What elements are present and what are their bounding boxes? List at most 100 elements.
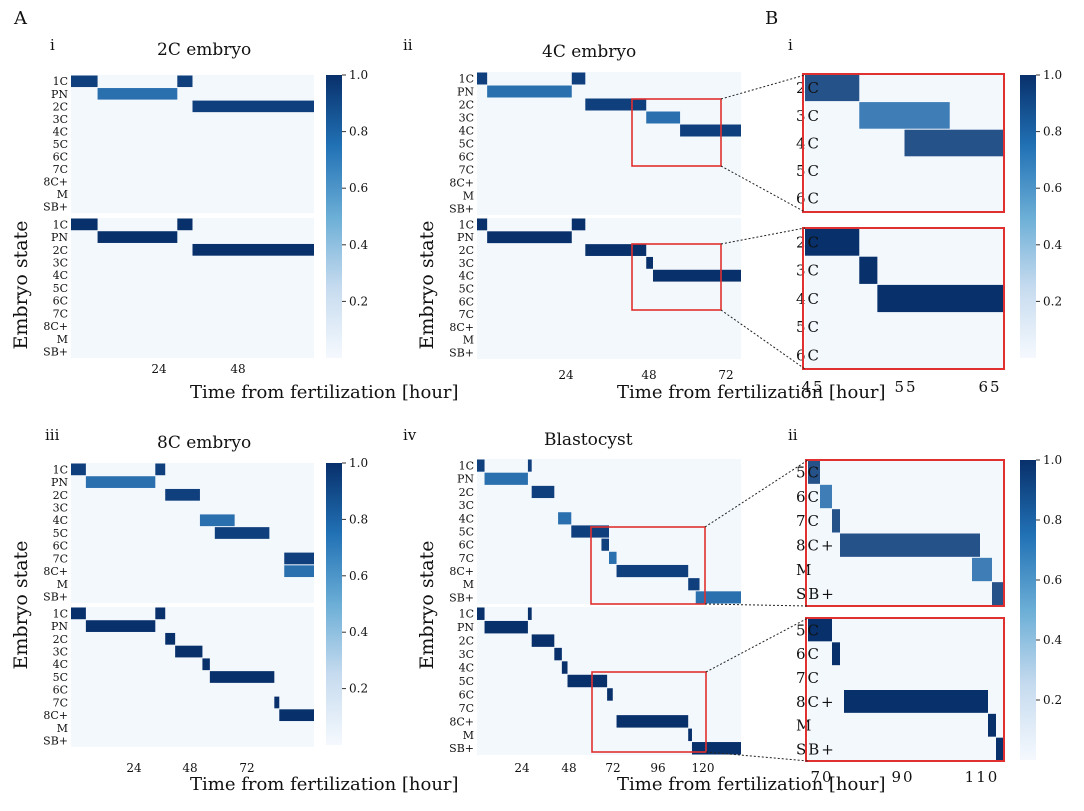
Bi-colorbar-tick-2: 0.6 (1043, 181, 1062, 195)
zoom-connector-4 (704, 459, 809, 528)
Ai-colorbar-tick-4: 1.0 (349, 68, 368, 82)
Aiv-state-label-predicted-0: 1C (459, 460, 474, 473)
Aiv-xtick-1: 48 (561, 761, 576, 775)
Ai-colorbar-tick-2: 0.6 (349, 181, 368, 195)
Aiii-colorbar (326, 463, 342, 745)
Aiii-ground_truth-cell-1C-0 (71, 607, 86, 620)
Aiv-ground_truth-cell-2C-3 (531, 634, 555, 647)
Aii-state-label-ground_truth-10: SB+ (449, 347, 474, 360)
Bi-predicted-cell-2C-0 (805, 74, 860, 102)
Aii-state-label-ground_truth-0: 1C (459, 218, 474, 231)
Aiv-state-label-predicted-4: 4C (459, 512, 474, 525)
Bi-colorbar-tick-1: 0.4 (1043, 238, 1062, 252)
Aii-predicted-cell-2C-3 (585, 98, 647, 111)
Bii-ground_truth-background (808, 618, 1004, 761)
Bii-predicted-cell-6C-1 (820, 484, 832, 509)
Aiv-predicted-cell-7C-7 (609, 551, 617, 564)
Ai-ground_truth-cell-PN-1 (97, 231, 178, 243)
Aii-ground_truth-cell-1C-0 (477, 218, 488, 231)
Bii-state-label-predicted-0: 5C (796, 464, 821, 482)
Aii-state-label-predicted-8: 8C+ (449, 176, 474, 189)
Ai-ylabel: Embryo state (10, 221, 32, 350)
Bi-predicted-cell-3C-1 (859, 102, 950, 129)
Ai-state-label-ground_truth-6: 6C (53, 295, 68, 308)
Bii-state-label-predicted-2: 7C (796, 512, 821, 530)
Aii-predicted-cell-1C-0 (477, 72, 488, 85)
Bi-state-label-predicted-1: 3C (796, 107, 821, 125)
Aiv-state-label-predicted-3: 3C (459, 499, 474, 512)
Bi-predicted-cell-4C-2 (904, 129, 1004, 157)
Aii-zoom-box-0 (631, 98, 722, 167)
Aiii-predicted-cell-7C-6 (284, 552, 314, 565)
Aiv-state-label-predicted-10: SB+ (449, 591, 474, 604)
Aii-xtick-1: 48 (641, 368, 656, 382)
Aiii-state-label-ground_truth-9: M (57, 722, 68, 735)
Aii-xtick-2: 72 (718, 368, 733, 382)
Bii-zoom-frame-1 (805, 617, 1005, 762)
Bi-zoom-frame-1 (802, 227, 1005, 370)
Ai-state-label-predicted-8: 8C+ (43, 176, 68, 189)
Aiii-title: 8C embryo (157, 433, 251, 453)
Aiii-state-label-predicted-7: 7C (53, 552, 68, 565)
Aii-title: 4C embryo (542, 42, 636, 62)
Bi-colorbar-tick-0: 0.2 (1043, 294, 1062, 308)
Ai-state-label-predicted-5: 5C (53, 138, 68, 151)
Aii-state-label-predicted-7: 7C (459, 163, 474, 176)
Bi-state-label-ground_truth-1: 3C (796, 262, 821, 280)
Ai-state-label-predicted-0: 1C (53, 75, 68, 88)
Aiv-predicted-cell-M-9 (688, 578, 700, 591)
Ai-state-label-predicted-10: SB+ (43, 201, 68, 214)
Aiv-ground_truth-cell-8C+-8 (616, 715, 689, 728)
Aiv-state-label-predicted-6: 6C (459, 539, 474, 552)
Aii-state-label-predicted-9: M (463, 189, 474, 202)
section-label-B: B (765, 8, 778, 29)
Aiii-ground_truth-cell-8C+-8 (279, 709, 314, 722)
Ai-state-label-predicted-2: 2C (53, 100, 68, 113)
Ai-colorbar-tick-0: 0.2 (349, 294, 368, 308)
Bii-colorbar-tick-3: 0.8 (1043, 513, 1062, 527)
Bii-xtick-1: 90 (891, 768, 914, 786)
Aiii-state-label-ground_truth-10: SB+ (43, 735, 68, 748)
Bi-colorbar-tick-4: 1.0 (1043, 68, 1062, 82)
Aii-ground_truth-cell-4C-5 (653, 269, 741, 282)
Aiv-state-label-predicted-7: 7C (459, 552, 474, 565)
Aii-ground_truth-cell-PN-1 (487, 231, 572, 244)
Aiv-state-label-ground_truth-7: 7C (459, 702, 474, 715)
Bi-state-label-predicted-4: 6C (796, 190, 821, 208)
Bi-zoom-frame-0 (802, 73, 1005, 213)
section-label-A: A (13, 8, 28, 29)
Aiii-colorbar-tick-0: 0.2 (349, 682, 368, 696)
Aii-state-label-ground_truth-8: 8C+ (449, 321, 474, 334)
Ai-state-label-ground_truth-7: 7C (53, 307, 68, 320)
zoom-connector-7 (705, 751, 809, 762)
Aiv-state-label-ground_truth-0: 1C (459, 608, 474, 621)
Aiv-ground_truth-cell-1C-2 (527, 607, 532, 620)
Aiii-ground_truth-cell-2C-3 (165, 632, 176, 645)
Bi-state-label-predicted-2: 4C (796, 134, 821, 152)
Aii-state-label-ground_truth-4: 4C (459, 270, 474, 283)
Bii-predicted-cell-5C-0 (808, 460, 820, 484)
Aiii-state-label-ground_truth-4: 4C (53, 658, 68, 671)
Ai-colorbar-tick-3: 0.8 (349, 125, 368, 139)
Aiii-colorbar-tick-4: 1.0 (349, 456, 368, 470)
Aii-state-label-predicted-0: 1C (459, 72, 474, 85)
Aiv-ground_truth-cell-PN-1 (484, 620, 528, 634)
Ai-ground_truth-cell-1C-0 (71, 218, 98, 231)
Aiii-state-label-predicted-4: 4C (53, 514, 68, 527)
Aii-state-label-predicted-6: 6C (459, 150, 474, 163)
Aii-state-label-predicted-2: 2C (459, 98, 474, 111)
Aiii-predicted-cell-2C-3 (165, 488, 200, 501)
Bii-predicted-cell-8C+-3 (840, 533, 980, 557)
Bii-colorbar-tick-0: 0.2 (1043, 693, 1062, 707)
Aiii-state-label-predicted-1: PN (51, 476, 68, 489)
Aii-state-label-ground_truth-9: M (463, 334, 474, 347)
Bi-state-label-ground_truth-0: 2C (796, 234, 821, 252)
Aii-state-label-ground_truth-7: 7C (459, 308, 474, 321)
Aii-state-label-ground_truth-5: 5C (459, 282, 474, 295)
Aiii-predicted-cell-1C-2 (155, 463, 166, 476)
Ai-predicted-cell-PN-1 (97, 88, 178, 100)
Aiv-predicted-cell-5C-5 (571, 525, 609, 538)
Aiii-state-label-ground_truth-8: 8C+ (43, 709, 68, 722)
Ai-state-label-predicted-6: 6C (53, 151, 68, 164)
Aiii-ground_truth-cell-4C-5 (202, 658, 210, 671)
